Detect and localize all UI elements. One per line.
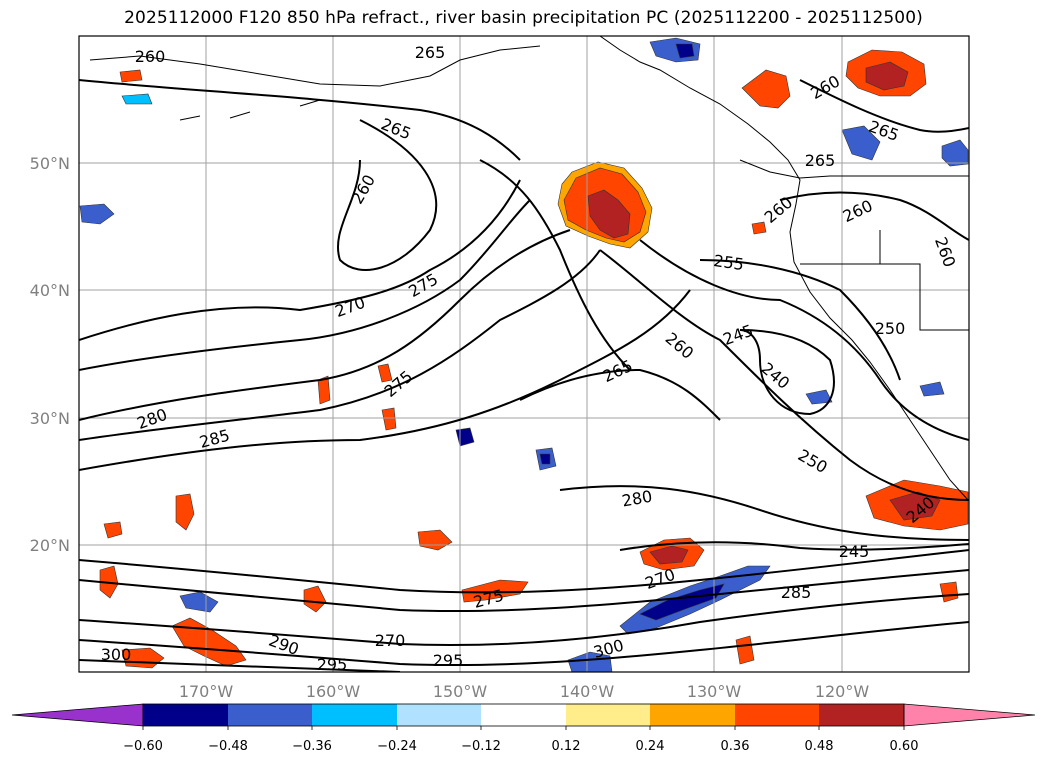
colorbar-segment bbox=[566, 704, 650, 726]
longitude-label: 150°W bbox=[433, 682, 488, 701]
contour-label: 270 bbox=[375, 631, 406, 650]
colorbar-frame bbox=[142, 703, 905, 727]
refractivity-contours bbox=[79, 79, 969, 672]
precip-negative-area bbox=[941, 139, 969, 167]
precip-positive-area bbox=[889, 491, 941, 521]
colorbar-segment bbox=[228, 704, 312, 726]
precip-positive-area bbox=[865, 61, 909, 91]
colorbar-tick-label: −0.24 bbox=[377, 739, 417, 754]
contour-label: 265 bbox=[805, 151, 836, 170]
precip-negative-area bbox=[675, 43, 695, 59]
latitude-label: 40°N bbox=[30, 281, 70, 300]
precip-positive-area bbox=[587, 189, 631, 239]
precip-positive-area bbox=[649, 545, 689, 565]
contour-label: 250 bbox=[875, 319, 906, 338]
contour-label: 295 bbox=[433, 651, 464, 670]
precip-positive-area bbox=[377, 363, 393, 383]
colorbar-segment bbox=[735, 704, 819, 726]
precip-negative-area bbox=[841, 125, 881, 161]
longitude-label: 170°W bbox=[179, 682, 234, 701]
precip-positive-area bbox=[381, 407, 397, 431]
longitude-labels: 170°W 160°W 150°W 140°W 130°W 120°W bbox=[179, 682, 870, 701]
contour-label: 295 bbox=[317, 655, 348, 674]
colorbar-tick-label: 0.36 bbox=[721, 739, 750, 754]
colorbar-segment bbox=[312, 704, 397, 726]
colorbar-tick-label: 0.12 bbox=[552, 739, 581, 754]
contour-label: 265 bbox=[415, 43, 446, 62]
coastlines bbox=[89, 36, 969, 501]
colorbar-segment bbox=[397, 704, 481, 726]
precip-negative-area bbox=[79, 203, 115, 225]
latitude-label: 30°N bbox=[30, 409, 70, 428]
colorbar-segment bbox=[819, 704, 904, 726]
precip-shading bbox=[79, 37, 969, 672]
precip-positive-area bbox=[461, 579, 529, 603]
colorbar-extend-low bbox=[11, 703, 144, 727]
map-area bbox=[79, 36, 969, 672]
precip-positive-area bbox=[751, 221, 767, 235]
latitude-labels: 50°N 40°N 30°N 20°N bbox=[30, 154, 70, 555]
precip-negative-area bbox=[567, 651, 613, 672]
precip-positive-area bbox=[317, 375, 331, 405]
colorbar-tick-label: −0.60 bbox=[123, 739, 163, 754]
contour-label: 245 bbox=[839, 542, 870, 561]
precip-negative-area bbox=[121, 93, 153, 105]
colorbar: −0.60 −0.48 −0.36 −0.24 −0.12 0.12 0.24 … bbox=[11, 703, 1036, 754]
colorbar-segment bbox=[650, 704, 735, 726]
precip-positive-area bbox=[735, 635, 755, 665]
map-title: 2025112000 F120 850 hPa refract., river … bbox=[124, 8, 923, 28]
latitude-label: 50°N bbox=[30, 154, 70, 173]
colorbar-tick-labels: −0.60 −0.48 −0.36 −0.24 −0.12 0.12 0.24 … bbox=[123, 739, 918, 754]
colorbar-segment bbox=[143, 704, 228, 726]
longitude-label: 160°W bbox=[306, 682, 361, 701]
colorbar-tick-label: 0.60 bbox=[890, 739, 919, 754]
contour-label: 285 bbox=[781, 583, 812, 602]
colorbar-tick-label: 0.48 bbox=[805, 739, 834, 754]
longitude-label: 140°W bbox=[560, 682, 615, 701]
precip-positive-area bbox=[175, 493, 195, 531]
map-frame bbox=[78, 35, 970, 673]
colorbar-tick-label: 0.24 bbox=[636, 739, 665, 754]
colorbar-ticks bbox=[142, 726, 905, 730]
precip-positive-area bbox=[119, 69, 143, 83]
precip-negative-area bbox=[919, 381, 945, 397]
colorbar-tick-label: −0.36 bbox=[292, 739, 332, 754]
precip-negative-area bbox=[539, 453, 551, 465]
latitude-label: 20°N bbox=[30, 536, 70, 555]
colorbar-tick-label: −0.12 bbox=[461, 739, 501, 754]
contour-label: 260 bbox=[135, 47, 166, 66]
graticule bbox=[79, 36, 969, 672]
precip-positive-area bbox=[741, 69, 791, 109]
precip-positive-area bbox=[103, 521, 123, 539]
colorbar-segment bbox=[481, 704, 566, 726]
colorbar-tick-label: −0.48 bbox=[208, 739, 248, 754]
precip-positive-area bbox=[171, 617, 247, 667]
colorbar-extend-high bbox=[903, 703, 1036, 727]
precip-negative-area bbox=[805, 389, 833, 405]
longitude-label: 130°W bbox=[687, 682, 742, 701]
contour-label: 255 bbox=[712, 251, 745, 274]
longitude-label: 120°W bbox=[815, 682, 870, 701]
precip-negative-area bbox=[179, 591, 219, 613]
contour-label: 300 bbox=[101, 645, 132, 664]
